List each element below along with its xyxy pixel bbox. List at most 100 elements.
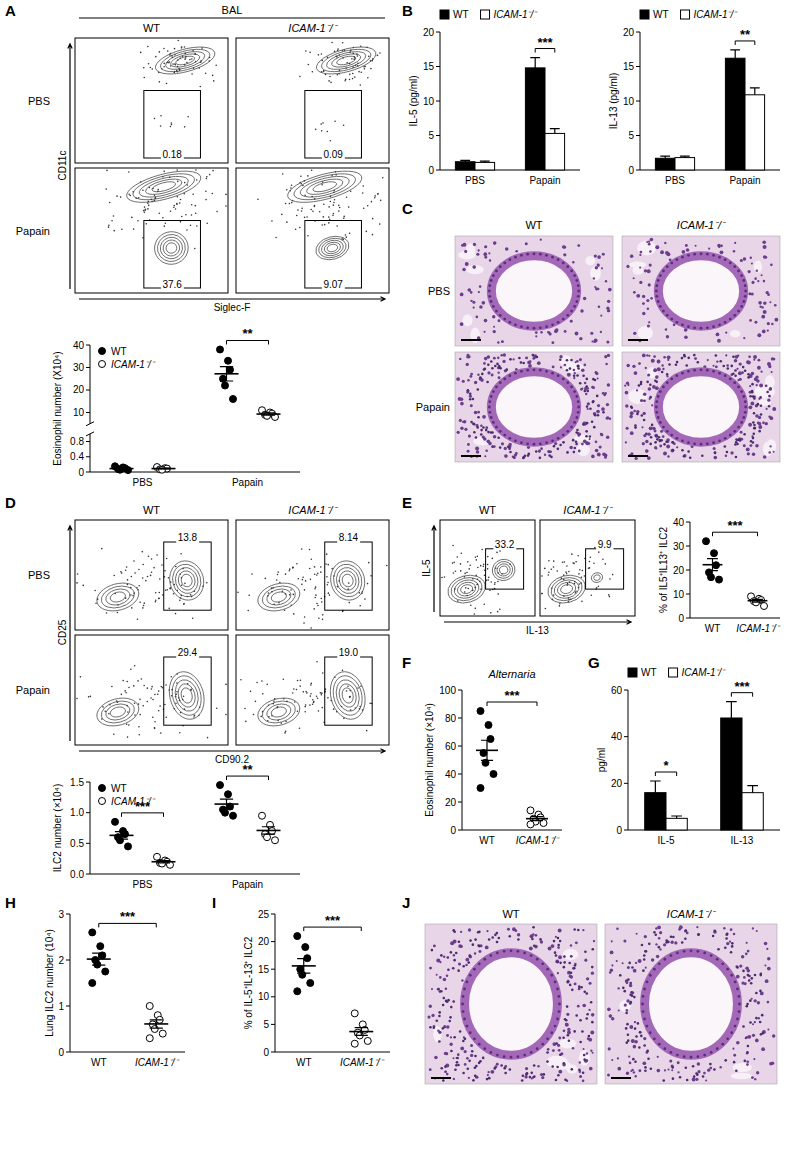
event [159, 705, 161, 707]
epithelial-nucleus [724, 321, 727, 324]
nucleus [540, 940, 543, 943]
contour [499, 565, 509, 575]
epithelial-nucleus [655, 284, 658, 287]
event [158, 710, 160, 712]
nucleus [759, 305, 762, 308]
infiltrate [768, 405, 771, 408]
nucleus [607, 300, 610, 303]
event [553, 566, 555, 568]
nucleus [717, 244, 720, 247]
epithelial-nucleus [706, 369, 709, 372]
nucleus [756, 269, 758, 271]
nucleus [478, 950, 481, 953]
nucleus [654, 434, 658, 438]
event [581, 601, 583, 603]
gate-percent: 8.14 [339, 532, 359, 543]
nucleus [647, 324, 650, 327]
epithelial-nucleus [659, 390, 662, 393]
contour [325, 48, 368, 73]
event [88, 696, 90, 698]
contour [270, 590, 287, 603]
event [321, 692, 323, 694]
epithelial-nucleus [670, 261, 673, 264]
infiltrate [649, 443, 652, 446]
nucleus [754, 321, 757, 324]
infiltrate [562, 441, 565, 444]
event [215, 64, 217, 66]
infiltrate [467, 389, 470, 392]
nucleus [501, 340, 504, 343]
nucleus [467, 288, 471, 292]
infiltrate [630, 407, 633, 410]
epithelial-nucleus [495, 426, 498, 429]
nucleus [662, 435, 665, 438]
plot-frame [236, 520, 389, 630]
epithelial-nucleus [662, 269, 665, 272]
nucleus [647, 433, 651, 437]
event [108, 225, 110, 227]
event [196, 225, 198, 227]
event [190, 594, 192, 596]
event [177, 40, 179, 42]
nucleus [771, 323, 774, 326]
gate [486, 549, 524, 589]
event [499, 609, 501, 611]
nucleus [528, 364, 532, 368]
event [281, 214, 283, 216]
nucleus [574, 982, 577, 985]
nucleus [757, 359, 760, 362]
event [255, 701, 257, 703]
nucleus [464, 1063, 467, 1066]
nucleus [429, 1005, 432, 1008]
epithelial-nucleus [744, 290, 747, 293]
histology-panel: JWTICAM-1⁻/⁻ [402, 894, 777, 1084]
infiltrate [585, 385, 588, 388]
nucleus [450, 1036, 452, 1038]
epithelial-nucleus [557, 374, 560, 377]
epithelial-nucleus [514, 323, 517, 326]
epithelial-nucleus [659, 274, 662, 277]
epithelial-nucleus [551, 256, 554, 259]
event [180, 221, 182, 223]
nucleus [525, 242, 528, 245]
nucleus [763, 301, 766, 304]
nucleus [595, 266, 598, 269]
nucleus [601, 407, 605, 411]
infiltrate [532, 354, 535, 357]
contour [173, 565, 201, 596]
y-axis-title: CD25 [57, 619, 68, 645]
nucleus [769, 445, 771, 447]
nucleus [492, 315, 495, 318]
contour [445, 571, 489, 607]
event [108, 713, 110, 715]
nucleus [644, 269, 647, 272]
event [137, 680, 139, 682]
nucleus [588, 1009, 590, 1011]
epithelial-nucleus [557, 258, 560, 261]
nucleus [639, 281, 642, 284]
nucleus [746, 447, 750, 451]
infiltrate [753, 424, 756, 427]
axis-arrow [68, 44, 72, 289]
nucleus [484, 245, 487, 248]
nucleus [459, 419, 462, 422]
event [139, 602, 141, 604]
infiltrate [582, 423, 585, 426]
nucleus [557, 972, 559, 974]
nucleus [607, 383, 610, 386]
event [566, 573, 568, 575]
event [490, 612, 492, 614]
contour [130, 169, 197, 205]
event [285, 573, 287, 575]
nucleus [624, 385, 626, 387]
nucleus [638, 362, 641, 365]
event [225, 684, 227, 686]
epithelial-nucleus [693, 442, 696, 445]
event [365, 231, 367, 233]
event [322, 122, 324, 124]
nucleus [560, 366, 562, 368]
event [309, 568, 311, 570]
nucleus [736, 368, 738, 370]
event [171, 124, 173, 126]
nucleus [655, 375, 659, 379]
